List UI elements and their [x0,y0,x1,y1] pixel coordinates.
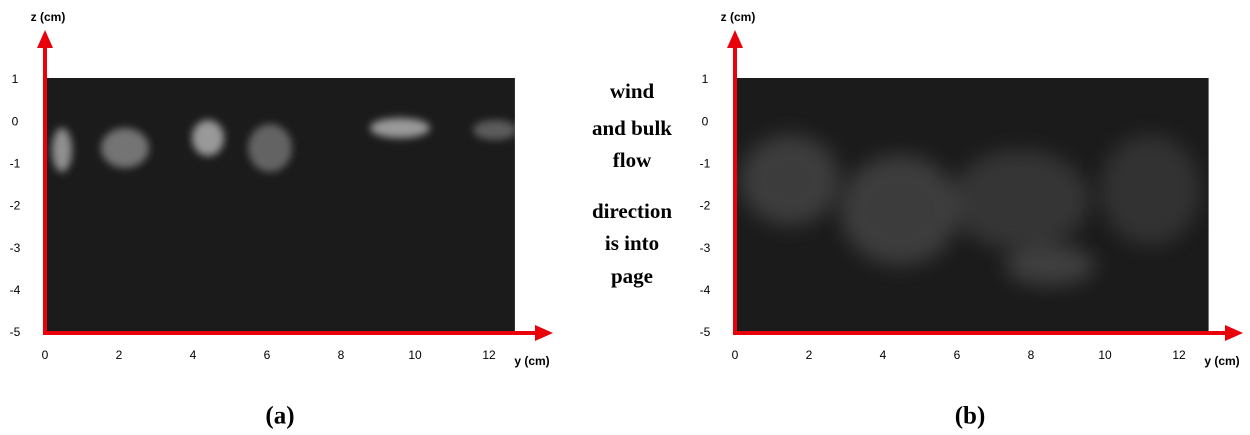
z-arrowhead [727,30,743,48]
annotation-line: direction [592,199,672,223]
x-tick-label: 2 [806,348,813,362]
x-tick-label: 0 [42,348,49,362]
y-tick-label: 1 [702,72,709,86]
x-tick-label: 0 [732,348,739,362]
x-tick-label: 12 [482,348,496,362]
y-tick-label: -1 [700,157,711,171]
x-tick-label: 4 [880,348,887,362]
image-frame [45,78,515,333]
z-arrowhead [37,30,53,48]
y-tick-label: -1 [10,157,21,171]
y-tick-label: -2 [700,199,711,213]
figure: wind and bulk flow direction is into page -5 -… [0,0,1250,435]
y-tick-label: -5 [700,325,711,339]
caption: (b) [955,403,986,430]
y-arrowhead [1225,325,1243,341]
annotation: wind and bulk flow direction is into page [592,79,672,288]
x-tick-label: 8 [338,348,345,362]
annotation-line: wind [610,79,655,103]
y-tick-label: -2 [10,199,21,213]
y-tick-label: -3 [10,241,21,255]
annotation-line: and bulk [592,116,672,140]
y-tick-label: -4 [700,283,711,297]
y-tick-label: -4 [10,283,21,297]
x-tick-label: 8 [1028,348,1035,362]
annotation-line: flow [613,148,652,172]
y-axis-label: y (cm) [514,354,549,368]
x-tick-label: 6 [264,348,271,362]
y-tick-label: 1 [12,72,19,86]
annotation-line: page [611,264,653,288]
y-arrowhead [535,325,553,341]
x-tick-label: 10 [1098,348,1112,362]
y-axis-label: y (cm) [1204,354,1239,368]
caption: (a) [265,403,294,430]
x-tick-label: 10 [408,348,422,362]
x-tick-label: 4 [190,348,197,362]
x-tick-label: 6 [954,348,961,362]
x-tick-label: 2 [116,348,123,362]
x-tick-label: 12 [1172,348,1186,362]
z-axis-label: z (cm) [31,10,66,24]
z-axis-label: z (cm) [721,10,756,24]
y-tick-label: 0 [702,114,709,128]
annotation-line: is into [605,231,659,255]
y-tick-label: -5 [10,325,21,339]
y-tick-label: 0 [12,114,19,128]
y-tick-label: -3 [700,241,711,255]
